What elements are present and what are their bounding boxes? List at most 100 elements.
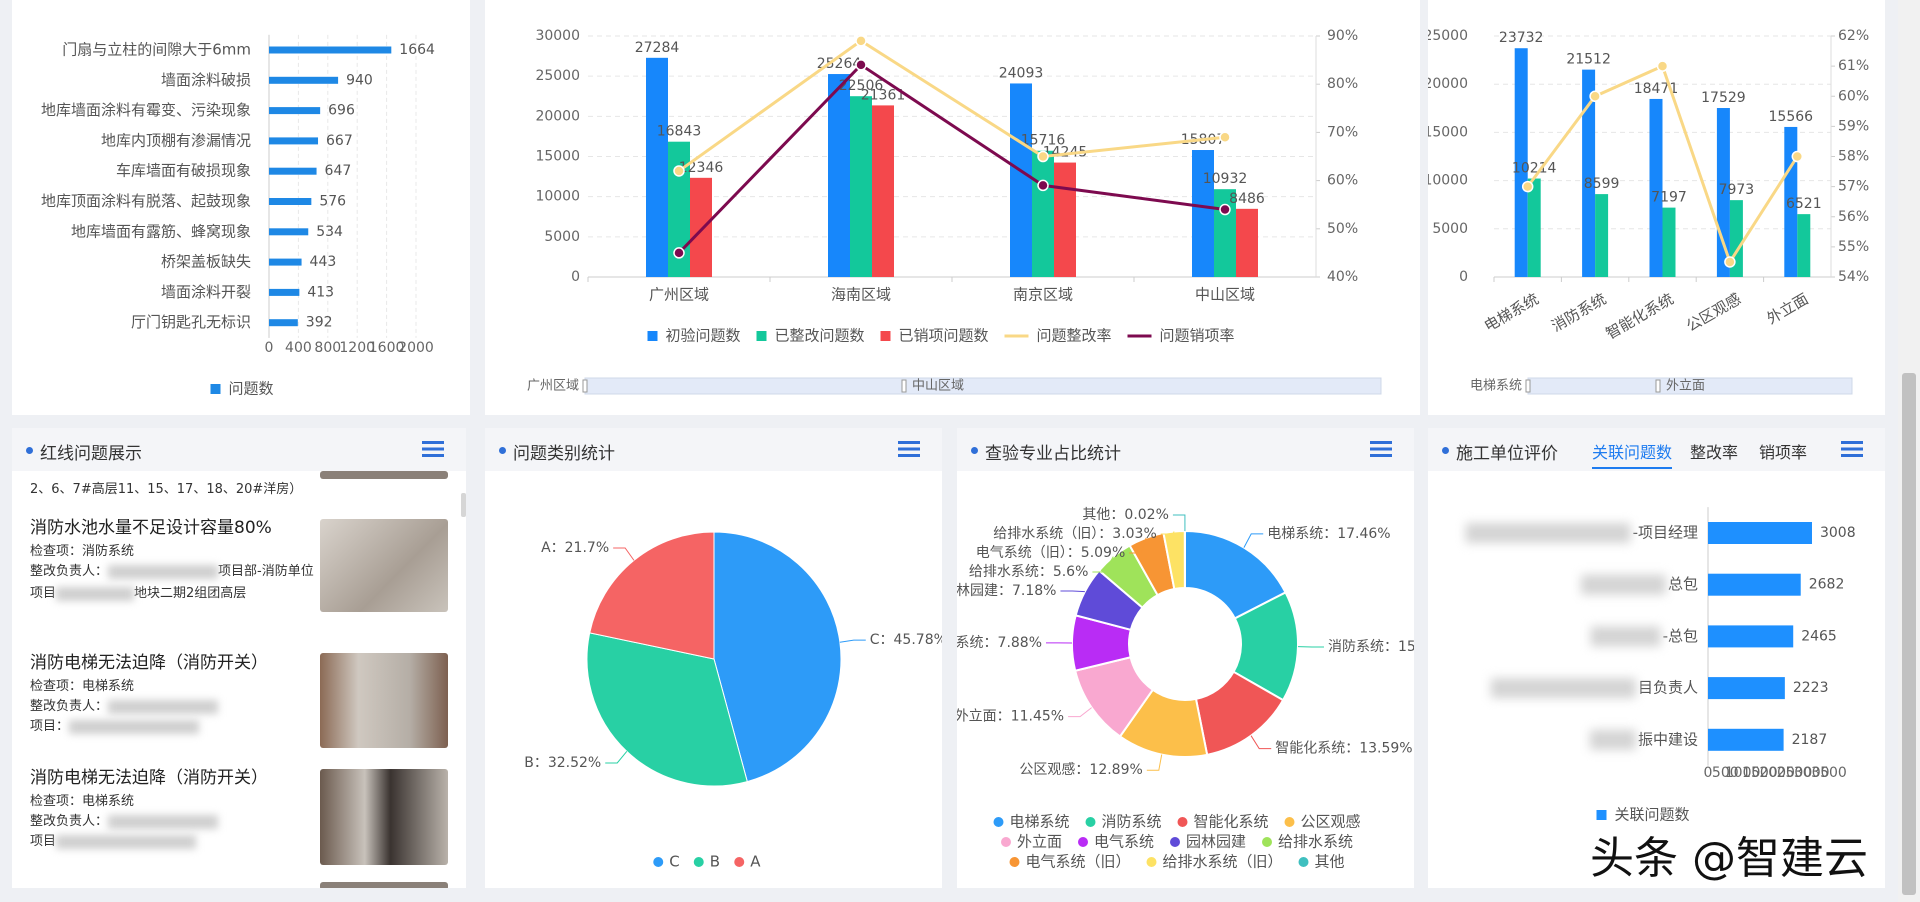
category-label: 厅门钥匙孔无标识 <box>131 313 251 331</box>
legend-swatch <box>1146 857 1157 867</box>
list-scrollbar[interactable] <box>461 493 466 517</box>
value-label: 534 <box>316 224 343 240</box>
tab[interactable]: 整改率 <box>1690 443 1739 462</box>
value-label: 392 <box>306 315 333 331</box>
y2-tick-label: 58% <box>1838 149 1869 165</box>
menu-icon[interactable] <box>898 440 920 458</box>
bar <box>1527 178 1541 277</box>
tab[interactable]: 关联问题数 <box>1592 439 1673 469</box>
legend-label: 智能化系统 <box>1194 813 1269 831</box>
leader-line <box>1060 590 1085 593</box>
zoom-handle[interactable] <box>1525 379 1531 393</box>
issue-title: 消防电梯无法迫降（消防开关） <box>30 768 268 788</box>
y2-tick-label: 57% <box>1838 179 1869 195</box>
legend-label: B <box>710 853 720 871</box>
value-label: 15716 <box>1021 133 1066 149</box>
bar <box>269 228 309 236</box>
point <box>1037 179 1049 192</box>
zoom-handle[interactable] <box>1655 379 1661 393</box>
bar <box>1708 625 1794 648</box>
issue-item[interactable]: 消防电梯无法迫降（消防开关） 检查项：电梯系统 整改负责人： 项目 <box>30 768 320 852</box>
bullet <box>499 447 506 454</box>
x-tick-label: 1000 <box>1725 765 1761 781</box>
bar <box>1192 150 1214 277</box>
blurred-text <box>108 699 219 714</box>
category-label: 总包 <box>1668 575 1698 593</box>
leader-line <box>1243 533 1264 548</box>
panel-contractor: 0 500 1000 1500 2000 2500 3000 3500 -项目经理 3008 总包 2… <box>1428 428 1885 888</box>
value-label: 25264 <box>817 56 862 72</box>
slice-label: 园林园建：7.18% <box>957 583 1056 599</box>
slice-label: 消防系统：15.81% <box>1328 639 1414 655</box>
issue-item[interactable]: 消防水池水量不足设计容量80% 检查项：消防系统 整改负责人： 项目部-消防单位 … <box>30 518 320 604</box>
blurred-text <box>1465 523 1631 543</box>
issue-title: 消防水池水量不足设计容量80% <box>30 518 272 538</box>
legend-label: 给排水系统（旧） <box>1163 853 1283 871</box>
blurred-text <box>56 834 197 849</box>
blurred-text <box>69 719 200 734</box>
line <box>677 62 1226 254</box>
slice-label: 其他：0.02% <box>1082 507 1168 523</box>
panel-title: 施工单位评价 <box>1456 444 1558 464</box>
x-tick-label: 1500 <box>1742 765 1778 781</box>
panel-header: 施工单位评价 关联问题数 整改率 销项率 <box>1428 428 1885 471</box>
bar <box>1708 573 1801 596</box>
y-tick-label: 5000 <box>1432 221 1468 237</box>
zoom-handle[interactable] <box>582 379 588 393</box>
panel-title: 查验专业占比统计 <box>985 444 1121 464</box>
legend-swatch <box>1009 857 1020 867</box>
x-tick-label: 3500 <box>1811 765 1847 781</box>
photo <box>320 471 448 479</box>
x-tick-label: 南京区域 <box>1013 286 1073 304</box>
issue-owner: 整改负责人： 项目部-消防单位 <box>30 562 320 582</box>
zoom-start-label: 电梯系统 <box>1470 379 1522 394</box>
chart: 0 5000 10000 15000 20000 25000 54% 55% 56% 57% 58%… <box>1428 28 1869 395</box>
x-tick-label: 500 <box>1712 765 1739 781</box>
zoom-handle[interactable] <box>901 379 907 393</box>
scrollbar-thumb[interactable] <box>1902 373 1916 895</box>
y-tick-label: 20000 <box>1428 76 1468 92</box>
leader-line <box>1092 556 1114 573</box>
panel-header: 问题类别统计 <box>485 428 942 471</box>
y-tick-label: 0 <box>1459 269 1468 285</box>
y2-tick-label: 60% <box>1327 173 1358 189</box>
legend-label: 消防系统 <box>1102 813 1162 831</box>
y-tick-label: 10000 <box>1428 173 1468 189</box>
value-label: 27284 <box>635 40 680 56</box>
menu-icon[interactable] <box>422 440 444 458</box>
tab[interactable]: 销项率 <box>1759 443 1808 462</box>
value-label: 2187 <box>1792 732 1828 748</box>
value-label: 22506 <box>839 78 884 94</box>
point <box>1037 150 1049 163</box>
legend-swatch <box>693 857 704 867</box>
x-tick-label: 800 <box>314 340 341 356</box>
x-tick-label: 1600 <box>369 340 405 356</box>
issue-project: 项目 <box>30 832 320 852</box>
y-tick-label: 20000 <box>535 108 580 124</box>
value-label: 576 <box>319 194 346 210</box>
issue-item[interactable]: 消防电梯无法迫降（消防开关） 检查项：电梯系统 整改负责人： 项目： <box>30 653 320 737</box>
photo <box>320 653 448 748</box>
legend-swatch <box>1177 817 1188 827</box>
menu-icon[interactable] <box>1841 440 1863 458</box>
point <box>1219 203 1231 216</box>
category-label: 地库顶面涂料有脱落、起鼓现象 <box>41 192 251 210</box>
legend-swatch <box>1078 837 1088 847</box>
slice-label: 外立面：11.45% <box>957 709 1064 725</box>
x-tick-label: 400 <box>285 340 312 356</box>
slice-label: 公区观感：12.89% <box>1019 761 1142 778</box>
value-label: 21512 <box>1566 52 1611 68</box>
bar <box>690 177 712 277</box>
point <box>1724 256 1736 268</box>
x-tick-label: 消防系统 <box>1548 290 1609 336</box>
panel-header: 红线问题展示 <box>12 428 466 471</box>
menu-icon[interactable] <box>1370 440 1392 458</box>
value-label: 443 <box>310 254 337 270</box>
value-label: 3008 <box>1820 525 1856 541</box>
y-tick-label: 0 <box>571 269 580 285</box>
point <box>673 247 685 259</box>
leader-line <box>1250 735 1272 750</box>
bar <box>1032 150 1054 277</box>
issue-check: 检查项：消防系统 <box>30 544 135 559</box>
blurred-text <box>1590 626 1661 647</box>
